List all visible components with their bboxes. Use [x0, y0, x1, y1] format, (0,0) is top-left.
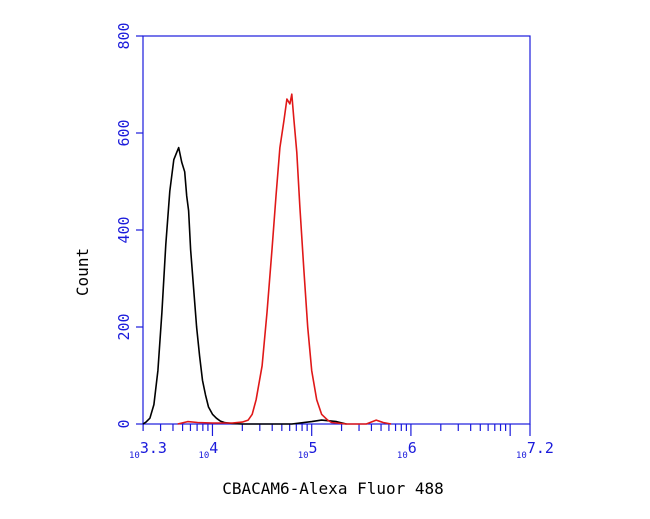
x-tick-label: 106	[397, 439, 417, 461]
x-tick-exponent: 4	[209, 439, 218, 457]
x-tick-label: 105	[298, 439, 318, 461]
y-tick-label: 800	[115, 22, 133, 49]
x-tick-label: 107.2	[516, 439, 554, 461]
series-layer	[142, 93, 392, 425]
x-tick-exponent: 3.3	[140, 439, 167, 457]
x-tick-exponent: 6	[408, 439, 417, 457]
series-line-0	[142, 146, 347, 425]
y-tick-label: 400	[115, 216, 133, 243]
y-axis-title: Count	[73, 248, 92, 296]
x-tick-base: 10	[397, 451, 408, 461]
x-tick-base: 10	[129, 451, 140, 461]
x-tick-label: 104	[198, 439, 218, 461]
series-line-1	[177, 93, 392, 425]
x-tick-base: 10	[298, 451, 309, 461]
x-tick-exponent: 5	[309, 439, 318, 457]
x-axis-title: CBACAM6-Alexa Fluor 488	[222, 479, 444, 498]
x-tick-base: 10	[198, 451, 209, 461]
y-tick-label: 600	[115, 119, 133, 146]
axes-layer	[136, 35, 531, 436]
x-tick-label: 103.3	[129, 439, 167, 461]
y-tick-label: 0	[115, 419, 133, 428]
y-tick-label: 200	[115, 313, 133, 340]
x-tick-base: 10	[516, 451, 527, 461]
x-tick-exponent: 7.2	[527, 439, 554, 457]
